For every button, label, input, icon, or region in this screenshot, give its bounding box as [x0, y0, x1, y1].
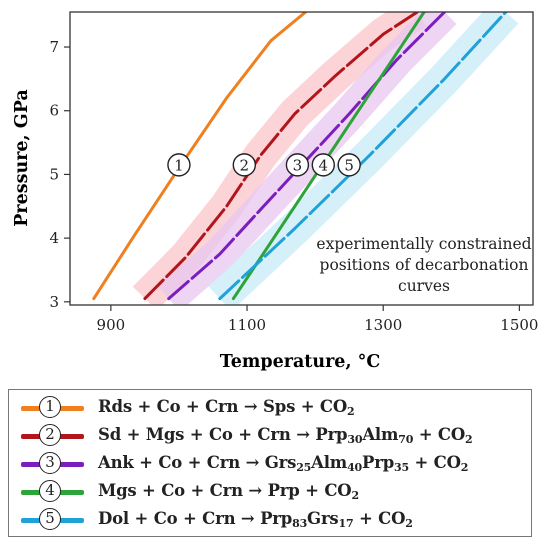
curve-2 — [143, 12, 419, 301]
curve-5 — [218, 12, 508, 301]
y-tick-label: 6 — [49, 102, 59, 120]
marker-label-4: 4 — [319, 156, 329, 174]
chart-annotation: experimentally constrained positions of d… — [316, 235, 531, 295]
legend-number: 5 — [39, 508, 61, 530]
legend-item-4: 4 Mgs + Co + Crn → Prp + CO2 — [9, 479, 531, 505]
plot-frame — [69, 11, 534, 306]
marker-circle-2 — [232, 153, 257, 177]
curve-1 — [92, 12, 308, 301]
legend-label: Dol + Co + Crn → Prp83Grs17 + CO2 — [98, 509, 413, 530]
y-tick-label: 5 — [49, 165, 59, 183]
marker-circle-3 — [285, 153, 310, 177]
legend-label: Rds + Co + Crn → Sps + CO2 — [98, 397, 355, 418]
marker-label-5: 5 — [344, 156, 354, 174]
marker-label-3: 3 — [293, 156, 303, 174]
y-tick-label: 4 — [49, 229, 59, 247]
marker-label-1: 1 — [174, 156, 184, 174]
legend-item-2: 2 Sd + Mgs + Co + Crn → Prp30Alm70 + CO2 — [9, 423, 531, 449]
legend-item-3: 3 Ank + Co + Crn → Grs25Alm40Prp35 + CO2 — [9, 451, 531, 477]
legend-number: 2 — [39, 424, 61, 446]
legend-item-5: 5 Dol + Co + Crn → Prp83Grs17 + CO2 — [9, 507, 531, 533]
marker-circle-5 — [337, 153, 361, 177]
x-tick-label: 1500 — [500, 316, 538, 334]
legend: 1 Rds + Co + Crn → Sps + CO2 2 Sd + Mgs + C… — [8, 389, 532, 537]
y-tick-label: 7 — [49, 38, 59, 56]
marker-circle-1 — [167, 153, 191, 177]
x-tick-label: 1100 — [228, 316, 266, 334]
marker-label-2: 2 — [240, 156, 250, 174]
legend-label: Ank + Co + Crn → Grs25Alm40Prp35 + CO2 — [98, 453, 469, 474]
y-axis-label: Pressure, GPa — [12, 89, 32, 226]
legend-label: Mgs + Co + Crn → Prp + CO2 — [98, 481, 359, 502]
legend-number: 4 — [39, 480, 61, 502]
legend-number: 1 — [39, 396, 61, 418]
x-tick-label: 1300 — [364, 316, 402, 334]
y-tick-label: 3 — [49, 293, 59, 311]
legend-number: 3 — [39, 452, 61, 474]
legend-item-1: 1 Rds + Co + Crn → Sps + CO2 — [9, 395, 531, 421]
legend-label: Sd + Mgs + Co + Crn → Prp30Alm70 + CO2 — [98, 425, 473, 446]
x-tick-label: 900 — [97, 316, 126, 334]
x-axis-label: Temperature, °C — [220, 352, 381, 372]
marker-circle-4 — [311, 153, 335, 177]
